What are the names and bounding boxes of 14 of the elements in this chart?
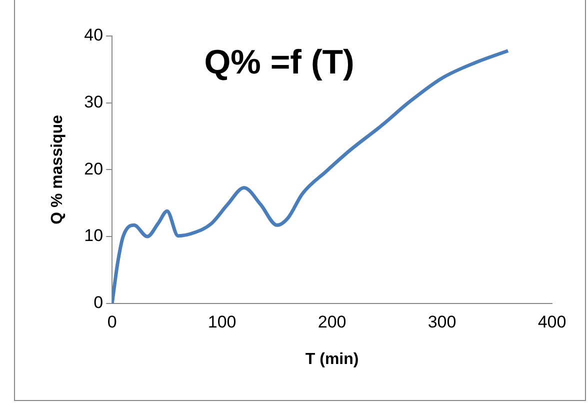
x-tick-label: 100 [208,312,236,332]
line-series [112,48,510,304]
y-tick-label: 40 [84,26,104,45]
y-tick-label: 10 [84,226,104,246]
y-axis-title: Q % massique [49,114,66,224]
x-axis-title: T (min) [305,350,359,368]
y-tick-label: 0 [94,293,104,312]
x-tick-label: 200 [318,312,346,332]
y-tick-label: 30 [84,92,104,112]
y-tick-label: 20 [84,159,104,178]
x-tick-label: 400 [538,312,566,332]
chart-title: Q% =f (T) [204,43,354,82]
x-tick-label: 0 [107,312,117,332]
x-tick-label: 300 [428,312,456,332]
